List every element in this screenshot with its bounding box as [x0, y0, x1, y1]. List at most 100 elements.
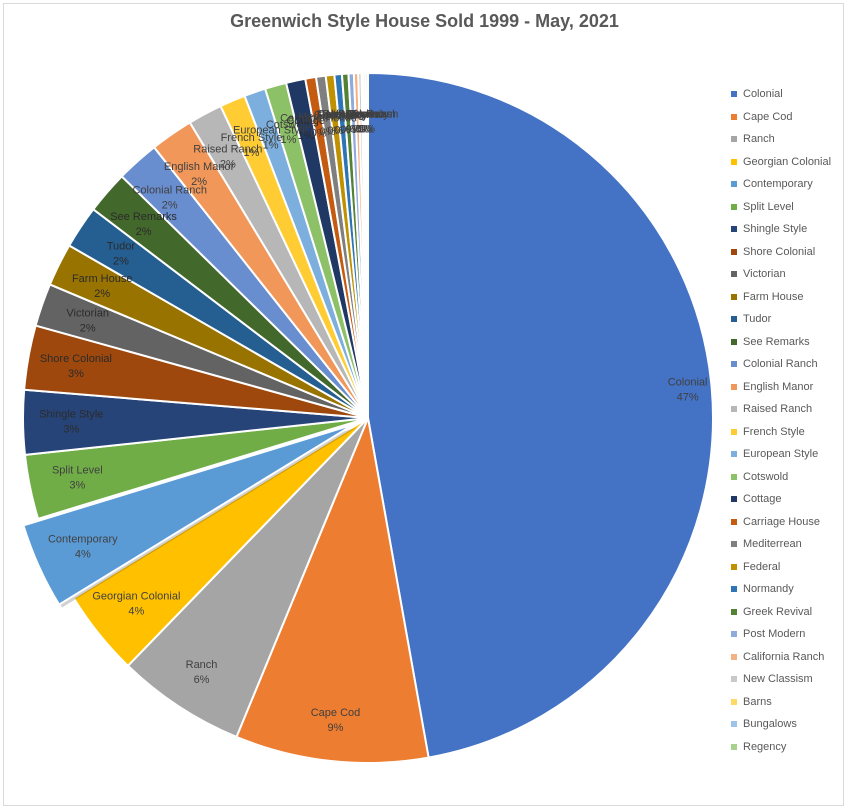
- data-value-victorian: 2%: [80, 323, 96, 335]
- legend-item-new-classism: New Classism: [731, 668, 846, 691]
- legend-item-farm-house: Farm House: [731, 286, 846, 309]
- legend-label: California Ranch: [743, 650, 825, 663]
- legend-item-ranch: Ranch: [731, 128, 846, 151]
- legend-label: Farm House: [743, 290, 804, 303]
- data-label-victorian: Victorian: [66, 308, 109, 320]
- legend-label: Ranch: [743, 133, 775, 146]
- legend-label: Carriage House: [743, 515, 821, 528]
- legend-label: See Remarks: [743, 335, 810, 348]
- pie-slice-colonial: [367, 71, 714, 759]
- legend-swatch: [731, 743, 737, 750]
- data-value-carriage-house: 0%: [311, 127, 327, 139]
- legend-item-shore-colonial: Shore Colonial: [731, 241, 846, 264]
- data-label-ranch: Ranch: [186, 659, 218, 671]
- data-label-normandy: Normandy: [317, 109, 368, 121]
- legend-swatch: [731, 248, 737, 255]
- legend-swatch: [731, 653, 737, 660]
- legend-item-english-manor: English Manor: [731, 376, 846, 399]
- data-label-post-modern: Post Modern: [322, 109, 384, 121]
- legend-label: European Style: [743, 448, 819, 461]
- data-label-greek-revival: Greek Revival: [314, 109, 383, 121]
- legend-swatch: [731, 473, 737, 480]
- data-label-mediterrean: Mediterrean: [298, 111, 357, 123]
- legend-label: Split Level: [743, 200, 794, 213]
- legend-label: Normandy: [743, 583, 794, 596]
- pie-slice-cape-cod: [235, 414, 430, 764]
- legend-item-colonial: Colonial: [731, 83, 846, 106]
- legend-swatch: [731, 698, 737, 705]
- data-value-tudor: 2%: [113, 256, 129, 268]
- legend-swatch: [731, 181, 737, 188]
- legend-label: Colonial Ranch: [743, 358, 818, 371]
- data-label-bungalows: Bungalows: [338, 108, 392, 120]
- legend-item-cottage: Cottage: [731, 488, 846, 511]
- legend-swatch: [731, 338, 737, 345]
- legend-item-tudor: Tudor: [731, 308, 846, 331]
- pie-slice-contemporary: [22, 423, 354, 606]
- data-label-english-manor: English Manor: [164, 161, 235, 173]
- legend-item-barns: Barns: [731, 691, 846, 714]
- legend-label: French Style: [743, 425, 805, 438]
- data-value-shore-colonial: 3%: [68, 368, 84, 380]
- data-value-cottage: 1%: [298, 130, 314, 142]
- data-value-new-classism: 0%: [353, 123, 369, 135]
- data-label-shingle-style: Shingle Style: [39, 409, 103, 421]
- legend-swatch: [731, 316, 737, 323]
- legend-item-european-style: European Style: [731, 443, 846, 466]
- data-label-cotswold: Cotswold: [266, 119, 311, 131]
- data-value-french-style: 1%: [243, 147, 259, 159]
- legend-label: Contemporary: [743, 178, 813, 191]
- legend-item-victorian: Victorian: [731, 263, 846, 286]
- legend-swatch: [731, 428, 737, 435]
- legend-swatch: [731, 226, 737, 233]
- legend-swatch: [731, 406, 737, 413]
- data-value-cape-cod: 9%: [328, 722, 344, 734]
- data-label-shore-colonial: Shore Colonial: [40, 353, 112, 365]
- legend-item-contemporary: Contemporary: [731, 173, 846, 196]
- data-label-european-style: European Style: [233, 125, 308, 137]
- legend-item-cape-cod: Cape Cod: [731, 106, 846, 129]
- data-value-federal: 0%: [327, 125, 343, 137]
- legend-label: New Classism: [743, 673, 813, 686]
- legend-label: Bungalows: [743, 718, 797, 731]
- data-value-regency: 0%: [359, 123, 375, 135]
- legend-label: Tudor: [743, 313, 772, 326]
- legend-item-shingle-style: Shingle Style: [731, 218, 846, 241]
- legend-label: Mediterrean: [743, 538, 802, 551]
- legend-swatch: [731, 496, 737, 503]
- data-value-greek-revival: 0%: [340, 124, 356, 136]
- legend-label: Shingle Style: [743, 223, 808, 236]
- data-label-cottage: Cottage: [286, 115, 325, 127]
- legend-swatch: [731, 136, 737, 143]
- pie-slice-georgian-colonial: [72, 417, 369, 668]
- legend-swatch: [731, 608, 737, 615]
- legend-item-see-remarks: See Remarks: [731, 331, 846, 354]
- data-label-regency: Regency: [345, 108, 389, 120]
- legend-swatch: [731, 158, 737, 165]
- data-value-farm-house: 2%: [94, 288, 110, 300]
- data-value-california-ranch: 0%: [350, 123, 366, 135]
- legend-swatch: [731, 676, 737, 683]
- legend-label: Shore Colonial: [743, 245, 816, 258]
- legend-item-bungalows: Bungalows: [731, 713, 846, 736]
- legend-item-raised-ranch: Raised Ranch: [731, 398, 846, 421]
- data-label-georgian-colonial: Georgian Colonial: [92, 590, 180, 602]
- legend-swatch: [731, 631, 737, 638]
- data-value-ranch: 6%: [194, 674, 210, 686]
- data-label-colonial-ranch: Colonial Ranch: [132, 184, 207, 196]
- legend-swatch: [731, 451, 737, 458]
- legend-item-federal: Federal: [731, 556, 846, 579]
- data-label-farm-house: Farm House: [72, 273, 133, 285]
- legend-swatch: [731, 113, 737, 120]
- legend-swatch: [731, 383, 737, 390]
- data-label-raised-ranch: Raised Ranch: [193, 143, 262, 155]
- data-value-georgian-colonial: 4%: [128, 605, 144, 617]
- legend-item-post-modern: Post Modern: [731, 623, 846, 646]
- legend-swatch: [731, 361, 737, 368]
- data-label-split-level: Split Level: [52, 464, 103, 476]
- data-value-colonial-ranch: 2%: [162, 199, 178, 211]
- legend-swatch: [731, 271, 737, 278]
- data-value-shingle-style: 3%: [63, 424, 79, 436]
- legend-label: Georgian Colonial: [743, 155, 832, 168]
